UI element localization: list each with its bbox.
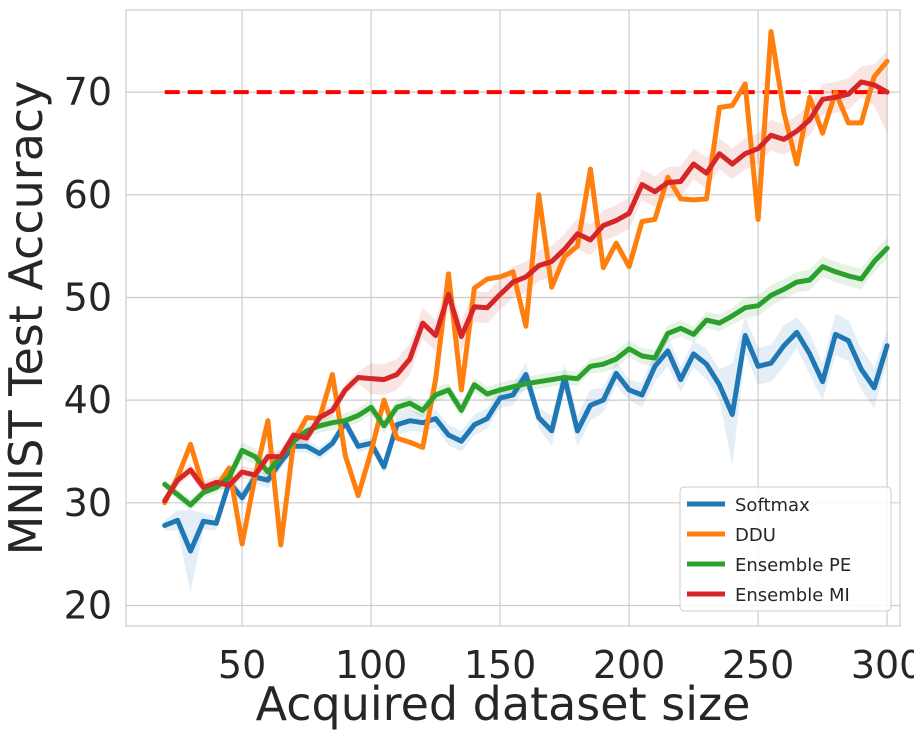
legend-box <box>679 486 892 612</box>
y-tick-labels: 20 30 40 50 60 70 <box>64 70 112 627</box>
softmax-band <box>164 313 888 593</box>
legend-label: Ensemble PE <box>735 555 851 576</box>
x-tick-label: 250 <box>722 643 795 687</box>
x-tick-label: 50 <box>218 643 266 687</box>
legend-label: DDU <box>735 525 776 546</box>
x-axis-title: Acquired dataset size <box>256 677 751 731</box>
x-tick-label: 300 <box>851 643 914 687</box>
y-tick-label: 70 <box>64 70 112 114</box>
x-tick-label: 200 <box>593 643 666 687</box>
series-lines <box>162 29 890 554</box>
y-tick-label: 60 <box>64 173 112 217</box>
legend: Softmax DDU Ensemble PE Ensemble MI <box>679 486 892 612</box>
legend-label: Ensemble MI <box>735 585 850 606</box>
y-tick-label: 20 <box>64 583 112 627</box>
y-tick-label: 30 <box>64 481 112 525</box>
x-tick-labels: 50 100 150 200 250 300 <box>218 643 914 687</box>
softmax-line <box>162 329 890 554</box>
ensemble-pe-band <box>164 237 888 511</box>
x-tick-label: 150 <box>464 643 537 687</box>
ddu-line <box>162 29 890 548</box>
plot-frame <box>125 9 901 627</box>
y-tick-label: 50 <box>64 275 112 319</box>
x-tick-label: 100 <box>335 643 408 687</box>
y-tick-label: 40 <box>64 378 112 422</box>
ensemble-mi-line <box>162 79 890 504</box>
y-axis-title: MNIST Test Accuracy <box>0 81 53 556</box>
legend-label: Softmax <box>735 495 810 516</box>
